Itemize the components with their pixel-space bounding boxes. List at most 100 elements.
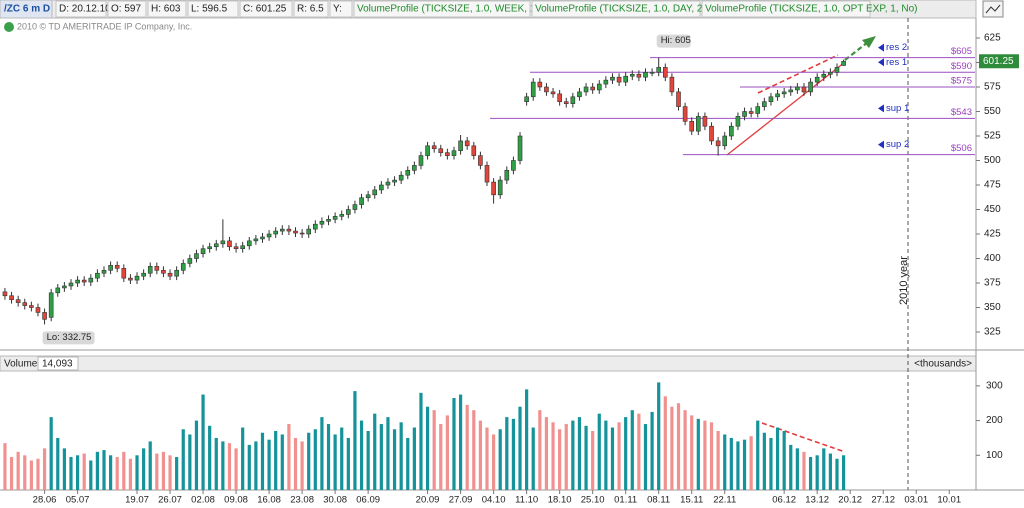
- y-tick-label: 200: [986, 415, 1003, 426]
- x-tick-label: 18.10: [548, 495, 572, 506]
- volume-bar: [544, 417, 549, 490]
- header-cell: [329, 0, 353, 18]
- candle-body: [81, 279, 87, 283]
- volume-bar: [683, 410, 687, 490]
- volume-bar: [637, 413, 641, 490]
- level-flag: [878, 104, 884, 113]
- candle-body: [253, 238, 259, 242]
- candle-body: [656, 67, 661, 73]
- volume-value-cell: [37, 356, 79, 371]
- candle-body: [755, 106, 761, 114]
- candle-body: [544, 86, 549, 93]
- volume-bar: [353, 391, 357, 490]
- x-tick-label: 25.10: [581, 495, 605, 506]
- candle-body: [669, 76, 675, 93]
- y-tick-label: 475: [984, 180, 1001, 191]
- volume-bar: [181, 429, 185, 490]
- candle-body: [141, 272, 146, 277]
- info-icon[interactable]: [4, 22, 14, 32]
- candle-body: [451, 150, 457, 156]
- candle-body: [147, 266, 153, 274]
- x-tick-label: 11.10: [515, 495, 538, 506]
- header-text: Y:: [333, 4, 342, 15]
- candle-body: [266, 233, 272, 238]
- volume-bar: [412, 427, 416, 490]
- volume-bar: [795, 448, 799, 490]
- volume-bar: [729, 437, 733, 490]
- candle-body: [9, 295, 14, 300]
- volume-bar: [346, 437, 350, 490]
- volume-bar: [333, 434, 337, 490]
- candle-body: [2, 291, 8, 297]
- arrow-head: [862, 36, 876, 48]
- header-cell: [187, 0, 239, 18]
- candle-body: [213, 243, 219, 248]
- volume-bar: [802, 451, 806, 490]
- volume-bar: [716, 431, 720, 490]
- volume-bar: [260, 432, 265, 490]
- volume-bar: [56, 437, 60, 490]
- x-tick-label: 27.12: [871, 495, 895, 506]
- volume-bar: [109, 455, 113, 490]
- candle-body: [154, 266, 160, 271]
- candle-body: [405, 170, 411, 176]
- x-tick-label: 09.08: [224, 495, 248, 506]
- volume-bar: [115, 457, 119, 490]
- candle-body: [709, 125, 714, 142]
- hi-box: [656, 34, 691, 48]
- candle-body: [636, 73, 642, 78]
- candle-body: [15, 299, 21, 303]
- volume-bar: [386, 417, 390, 490]
- volume-bar: [749, 436, 753, 490]
- volume-bar: [425, 406, 430, 490]
- volume-bar: [326, 424, 331, 490]
- volume-bar: [577, 417, 582, 490]
- volume-bar: [320, 417, 324, 490]
- volume-bar: [3, 443, 7, 490]
- volume-bar: [617, 422, 621, 490]
- y-tick-label: 500: [984, 155, 1001, 166]
- candle-body: [114, 265, 120, 269]
- level-label: $575: [951, 76, 972, 87]
- trend-line: [757, 54, 839, 94]
- x-tick-label: 02.08: [191, 495, 215, 506]
- candle-body: [464, 140, 470, 147]
- volume-bar: [227, 443, 232, 490]
- candle-body: [729, 125, 734, 137]
- volume-bar: [696, 418, 700, 490]
- candle-body: [167, 272, 173, 277]
- volume-bar: [373, 413, 377, 490]
- candle-body: [775, 93, 780, 98]
- volume-bar: [419, 392, 423, 490]
- volume-bar: [505, 417, 509, 490]
- candle-body: [128, 277, 133, 281]
- candle-body: [762, 101, 767, 107]
- candle-body: [22, 302, 28, 306]
- volume-bar: [458, 394, 463, 490]
- x-tick-label: 10.01: [937, 495, 961, 506]
- volume-bar: [531, 427, 535, 490]
- volume-bar: [392, 429, 397, 490]
- header-text: VolumeProfile (TICKSIZE, 1.0, WEEK, 1, N…: [357, 4, 557, 15]
- level-flag: [878, 43, 884, 52]
- volume-bar: [201, 394, 205, 490]
- volume-bar: [597, 413, 601, 490]
- candle-body: [35, 307, 41, 313]
- candle-body: [662, 67, 668, 78]
- x-tick-label: 16.08: [257, 495, 281, 506]
- x-tick-label: 13.12: [805, 495, 829, 506]
- volume-bar: [75, 455, 80, 490]
- volume-bar: [584, 425, 588, 490]
- x-tick-label: 20.09: [416, 495, 440, 506]
- header-text: C: 601.25: [243, 4, 287, 15]
- candle-body: [286, 228, 292, 232]
- candle-body: [299, 232, 305, 235]
- candle-body: [273, 230, 278, 235]
- candle-body: [75, 279, 80, 284]
- candle-body: [359, 197, 364, 205]
- volume-bar: [399, 422, 403, 490]
- volume-bar: [23, 455, 27, 490]
- candle-body: [339, 214, 345, 217]
- volume-bar: [703, 420, 707, 490]
- volume-bar: [445, 415, 449, 490]
